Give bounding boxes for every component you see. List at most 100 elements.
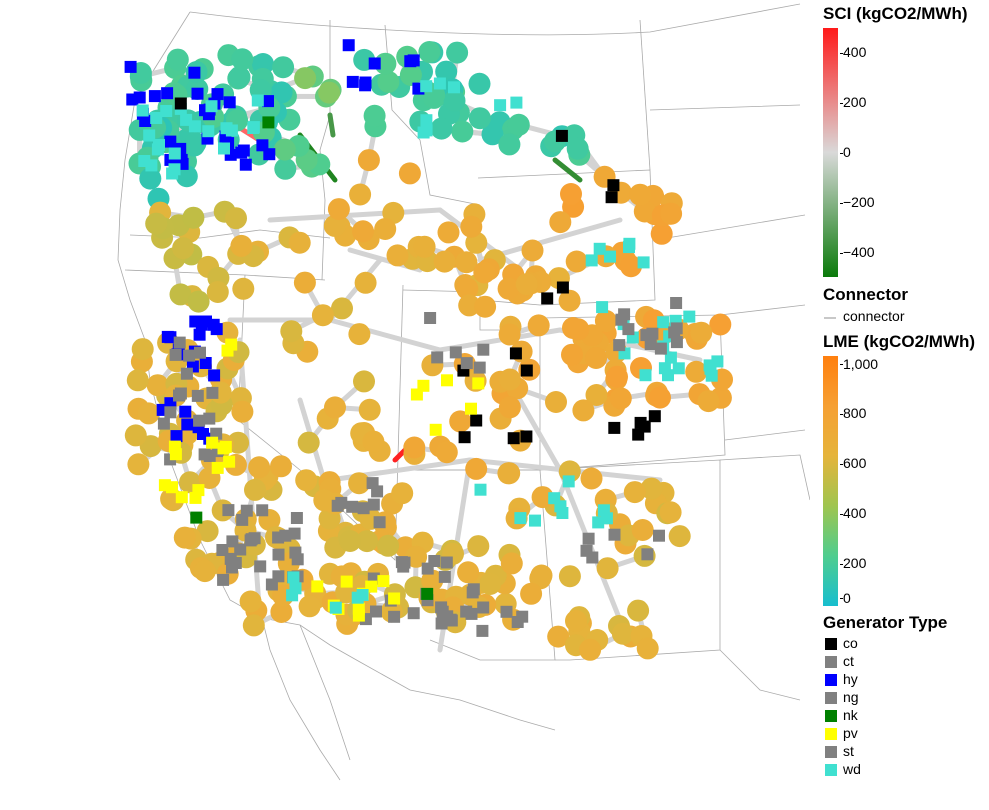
bus-node <box>458 294 481 317</box>
bus-node <box>295 469 318 492</box>
generator-ct <box>265 578 278 591</box>
lme-tick-mark <box>840 514 843 515</box>
bus-node <box>549 211 572 234</box>
generator-ct <box>157 417 170 430</box>
generator-hy <box>239 158 252 171</box>
bus-node <box>293 271 316 294</box>
bus-node <box>697 390 720 413</box>
bus-node <box>449 410 472 433</box>
generator-ct <box>397 560 410 573</box>
bus-node <box>175 165 198 188</box>
generator-wd <box>514 512 527 525</box>
generator-ct <box>240 504 253 517</box>
generator-ct <box>670 297 683 309</box>
generator-pv <box>211 461 224 474</box>
generator-ct <box>516 610 529 623</box>
bus-node <box>579 638 602 661</box>
bus-node <box>403 436 426 459</box>
bus-node <box>545 391 567 413</box>
generator-ct <box>217 573 230 586</box>
generator-pv <box>223 455 236 468</box>
generator-wd <box>703 359 716 372</box>
generator-type-swatch <box>825 728 837 740</box>
generator-co <box>541 292 554 305</box>
generator-wd <box>672 362 685 375</box>
generator-type-swatch <box>825 638 837 650</box>
bus-node <box>398 162 421 185</box>
generator-ct <box>500 605 513 618</box>
generator-nk <box>421 587 434 600</box>
bus-node <box>230 234 253 257</box>
bus-node <box>386 244 409 267</box>
generator-wd <box>247 122 260 134</box>
bus-node <box>193 560 216 583</box>
generator-wd <box>433 77 446 90</box>
generator-ct <box>670 336 683 349</box>
connector-line-swatch <box>824 317 836 319</box>
generator-co <box>470 414 483 427</box>
generator-ct <box>438 570 451 583</box>
bus-node <box>391 482 414 505</box>
bus-node <box>430 117 453 140</box>
generator-hy <box>407 54 420 67</box>
generator-wd <box>287 571 300 584</box>
bus-node <box>455 251 478 274</box>
generator-pv <box>206 436 219 449</box>
bus-node <box>126 369 149 392</box>
bus-node <box>274 157 297 180</box>
bus-node <box>594 309 617 332</box>
lme-tick-label: 400 <box>843 505 867 521</box>
generator-type-label: wd <box>843 761 861 777</box>
bus-node <box>231 48 254 71</box>
bus-node <box>481 123 504 146</box>
bus-node <box>500 552 523 575</box>
generator-pv <box>388 592 401 605</box>
bus-node <box>640 477 663 500</box>
bus-node <box>473 261 496 284</box>
transmission-line <box>237 337 263 623</box>
bus-node <box>566 137 589 160</box>
bus-node <box>348 323 371 346</box>
lme-tick-mark <box>840 414 843 415</box>
generator-pv <box>217 442 230 455</box>
generator-hy <box>342 39 355 52</box>
bus-node <box>273 138 296 161</box>
bus-node <box>498 133 521 156</box>
generator-wd <box>623 237 636 250</box>
generator-ct <box>234 543 247 556</box>
generator-hy <box>223 96 236 109</box>
generator-wd <box>160 105 173 117</box>
sci-tick-mark <box>840 203 843 204</box>
generator-co <box>507 432 520 445</box>
connector-label: connector <box>843 308 905 324</box>
bus-node <box>547 625 570 648</box>
bus-node <box>709 313 732 336</box>
generator-ct <box>407 607 420 620</box>
generator-co <box>458 431 471 444</box>
generator-ct <box>357 502 370 515</box>
transmission-line <box>517 397 563 473</box>
generator-ct <box>582 532 595 545</box>
transmission-line <box>327 317 443 353</box>
generator-wd <box>218 142 230 155</box>
generator-type-label: st <box>843 743 854 759</box>
bus-node <box>137 402 160 425</box>
generator-co <box>520 364 533 377</box>
generator-ct <box>622 323 635 336</box>
bus-node <box>507 113 530 136</box>
bus-node <box>363 104 386 127</box>
generator-ct <box>226 561 238 574</box>
generator-hy <box>181 418 194 431</box>
generator-hy <box>161 330 174 343</box>
bus-node <box>620 255 642 278</box>
bus-node <box>521 239 544 262</box>
generator-type-swatch <box>825 656 837 668</box>
generator-hy <box>346 75 359 88</box>
sci-legend-title: SCI (kgCO2/MWh) <box>823 4 968 23</box>
bus-node <box>629 183 652 206</box>
generator-wd <box>289 582 302 595</box>
generator-ct <box>615 313 628 326</box>
generator-ct <box>222 504 235 517</box>
generator-wd <box>593 242 606 255</box>
bus-node <box>531 486 554 509</box>
